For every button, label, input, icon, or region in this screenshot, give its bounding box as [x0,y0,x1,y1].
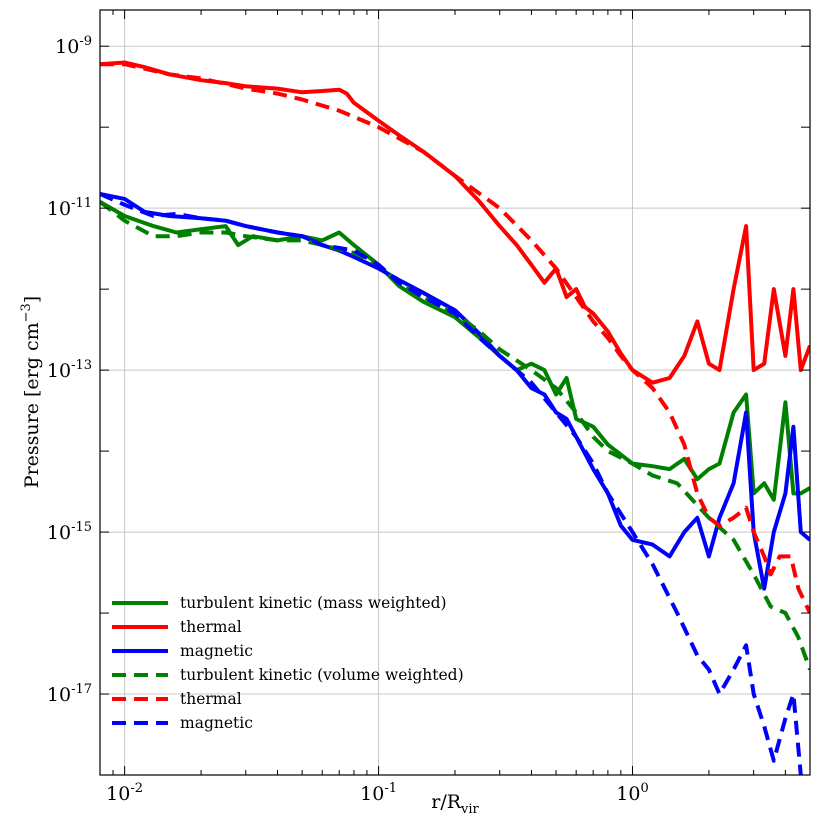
legend-label: thermal [180,690,242,708]
legend: turbulent kinetic (mass weighted) thermal… [112,594,464,732]
y-tick-label: 10-17 [47,682,92,706]
axis-ticks: 10-2 10-1 100 10-17 10-15 10-13 10-11 10-9 [47,10,811,805]
legend-label: turbulent kinetic (mass weighted) [180,594,447,612]
y-tick-label: 10-11 [47,196,92,220]
x-axis-label: r/Rvir [431,791,479,817]
series-line-6 [100,192,803,775]
series-lines [100,60,810,775]
x-tick-label: 10-1 [360,781,397,805]
y-axis-label: Pressure [erg cm−3] [19,296,43,488]
y-tick-label: 10-15 [47,520,92,544]
x-tick-label: 100 [616,781,648,805]
legend-label: magnetic [180,642,253,660]
grid [100,10,810,775]
y-tick-label: 10-9 [55,34,92,58]
legend-label: magnetic [180,714,253,732]
x-tick-label: 10-2 [106,781,143,805]
legend-label: turbulent kinetic (volume weighted) [180,666,464,684]
legend-label: thermal [180,618,242,636]
series-line-4 [100,200,810,671]
y-tick-label: 10-13 [47,358,92,382]
